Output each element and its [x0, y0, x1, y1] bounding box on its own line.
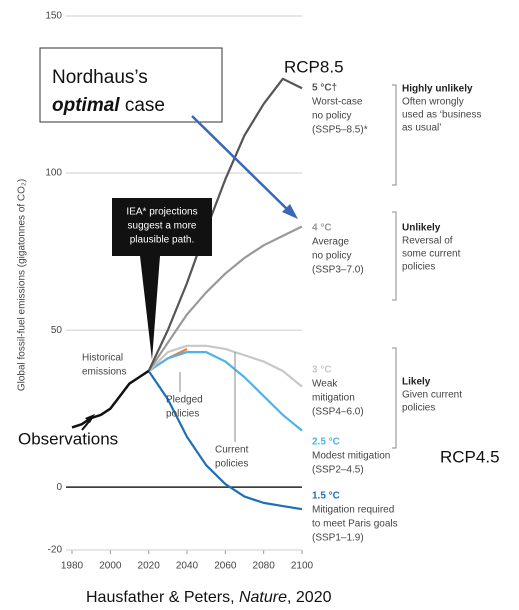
- series-line: [147, 225, 303, 372]
- y-tick-label: 0: [56, 482, 62, 493]
- annotation: Historical: [82, 353, 123, 364]
- citation-text: Hausfather & Peters,: [86, 589, 239, 606]
- scenario-text: Modest mitigation: [312, 451, 390, 462]
- callout: [140, 256, 160, 360]
- likelihood-text: policies: [402, 262, 435, 273]
- likelihood-title: Likely: [402, 377, 431, 388]
- nordhaus-label: optimal case: [52, 95, 165, 116]
- likelihood-text: as usual’: [402, 123, 441, 134]
- scenario-temp: 4 °C: [312, 223, 332, 234]
- x-tick-label: 2100: [291, 561, 314, 572]
- likelihood-text: Often wrongly: [402, 97, 464, 108]
- observations-label: Observations: [18, 429, 118, 448]
- likelihood-text: used as ‘business: [402, 110, 482, 121]
- scenario-text: Weak: [312, 379, 338, 390]
- rcp45-label: RCP4.5: [440, 447, 500, 466]
- bracket: [392, 211, 397, 301]
- nordhaus-label-end: case: [125, 95, 165, 116]
- likelihood-title: Unlikely: [402, 223, 441, 234]
- likelihood-text: some current: [402, 249, 461, 260]
- scenario-text: Mitigation required: [312, 505, 394, 516]
- scenario-text: no policy: [312, 111, 351, 122]
- scenario-temp: 2.5 °C: [312, 437, 340, 448]
- scenario-text: no policy: [312, 251, 351, 262]
- y-tick-label: 50: [51, 325, 63, 336]
- annotation: Current: [215, 445, 249, 456]
- scenario-code: (SSP5–8.5)*: [312, 125, 368, 136]
- series-line: [147, 77, 303, 372]
- likelihood-text: Given current: [402, 390, 462, 401]
- annotation: policies: [215, 459, 248, 470]
- y-tick-label: -20: [48, 545, 63, 556]
- series-line: [147, 370, 303, 511]
- annotation: Pledged: [166, 395, 203, 406]
- scenario-text: to meet Paris goals: [312, 519, 398, 530]
- arrow-head: [85, 414, 95, 423]
- iea-text: plausible path.: [130, 235, 195, 246]
- annotation: emissions: [82, 367, 126, 378]
- scenario-code: (SSP1–1.9): [312, 533, 364, 544]
- scenario-temp: 3 °C: [312, 365, 332, 376]
- series-line: [147, 344, 303, 388]
- x-tick-label: 2000: [99, 561, 122, 572]
- bracket: [392, 347, 397, 449]
- annotation: policies: [166, 409, 199, 420]
- series-line: [148, 351, 303, 432]
- x-tick-label: 2080: [253, 561, 276, 572]
- arrow: [191, 115, 291, 213]
- scenario-code: (SSP3–7.0): [312, 265, 364, 276]
- citation: Hausfather & Peters, Nature, 2020: [86, 589, 332, 606]
- citation-journal: Nature: [239, 589, 287, 606]
- scenario-text: mitigation: [312, 393, 355, 404]
- citation-text: , 2020: [287, 589, 332, 606]
- arrow-head: [282, 204, 298, 219]
- y-tick-label: 100: [45, 168, 62, 179]
- x-tick-label: 2040: [176, 561, 199, 572]
- x-tick-label: 2060: [214, 561, 237, 572]
- scenario-temp: 5 °C†: [312, 83, 337, 94]
- scenario-text: Average: [312, 237, 350, 248]
- series-line: [71, 369, 150, 429]
- iea-box: [112, 198, 212, 256]
- scenario-code: (SSP2–4.5): [312, 465, 364, 476]
- x-tick-label: 2020: [138, 561, 161, 572]
- scenario-code: (SSP4–6.0): [312, 407, 364, 418]
- iea-text: suggest a more: [128, 221, 197, 232]
- y-tick-label: 150: [45, 11, 62, 22]
- bracket: [392, 84, 397, 186]
- nordhaus-box: [39, 47, 223, 123]
- rcp85-label: RCP8.5: [284, 57, 344, 76]
- likelihood-title: Highly unlikely: [402, 84, 473, 95]
- likelihood-text: policies: [402, 403, 435, 414]
- iea-text: IEA* projections: [126, 207, 197, 218]
- scenario-temp: 1.5 °C: [312, 491, 340, 502]
- y-axis-label: Global fossil-fuel emissions (gigatonnes…: [17, 179, 28, 391]
- nordhaus-emphasis: optimal: [52, 95, 120, 116]
- likelihood-text: Reversal of: [402, 236, 453, 247]
- nordhaus-label: Nordhaus’s: [52, 67, 148, 88]
- scenario-text: Worst-case: [312, 97, 363, 108]
- x-tick-label: 1980: [61, 561, 84, 572]
